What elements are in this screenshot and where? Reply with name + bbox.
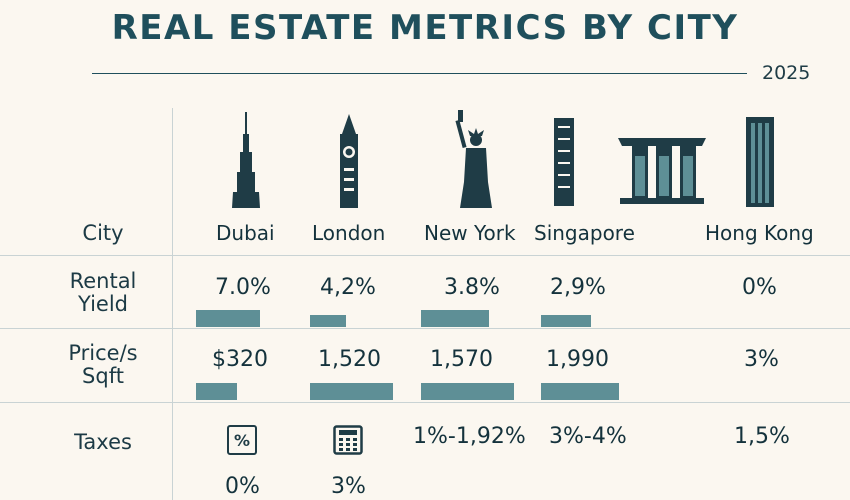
city-name-london: London [312, 221, 386, 245]
percent-icon: % [227, 425, 257, 455]
row-label-price: Price/s Sqft [43, 342, 163, 388]
price-london: 1,520 [318, 347, 381, 372]
singapore-tower-icon [552, 118, 576, 206]
burj-khalifa-icon [228, 112, 264, 208]
taxes-singapore: 3%-4% [549, 424, 627, 449]
marina-bay-sands-icon [618, 136, 708, 206]
price-bar-singapore [541, 383, 619, 400]
rental-yield-bar-dubai [196, 310, 260, 327]
title-divider [92, 73, 747, 74]
price-hong-kong: 3% [744, 347, 779, 372]
rental-yield-new-york: 3.8% [444, 275, 500, 300]
rental-yield-bar-new-york [421, 310, 489, 327]
row-label-line: Price/s [68, 341, 138, 365]
row-label-line: Rental [69, 269, 137, 293]
row-label-rental-yield: Rental Yield [43, 270, 163, 316]
row-label-line: Yield [78, 292, 128, 316]
row-label-taxes: Taxes [74, 430, 132, 454]
city-name-singapore: Singapore [534, 221, 635, 245]
rental-yield-dubai: 7.0% [215, 275, 271, 300]
row-label-city: City [82, 221, 124, 245]
rental-yield-bar-london [310, 315, 346, 327]
hong-kong-tower-icon [744, 117, 776, 207]
big-ben-icon [334, 114, 364, 208]
row-divider [0, 255, 850, 256]
city-name-new-york: New York [424, 221, 516, 245]
price-bar-new-york [421, 383, 514, 400]
page-title: REAL ESTATE METRICS BY CITY [111, 8, 739, 48]
rental-yield-london: 4,2% [320, 275, 376, 300]
taxes-hong-kong: 1,5% [734, 424, 790, 449]
taxes-new-york: 1%-1,92% [413, 424, 526, 449]
rental-yield-bar-singapore [541, 315, 591, 327]
row-divider [0, 402, 850, 403]
calculator-icon [333, 425, 363, 459]
row-divider [0, 328, 850, 329]
row-label-line: Sqft [82, 364, 124, 388]
rental-yield-singapore: 2,9% [550, 275, 606, 300]
price-singapore: 1,990 [546, 347, 609, 372]
city-name-dubai: Dubai [216, 221, 275, 245]
statue-of-liberty-icon [452, 110, 500, 208]
taxes-dubai: 0% [225, 474, 260, 499]
rental-yield-hong-kong: 0% [742, 275, 777, 300]
city-name-hong-kong: Hong Kong [705, 221, 814, 245]
taxes-london: 3% [331, 474, 366, 499]
year-label: 2025 [762, 62, 811, 84]
price-dubai: $320 [212, 347, 268, 372]
column-divider [172, 108, 173, 500]
price-bar-london [310, 383, 393, 400]
price-new-york: 1,570 [430, 347, 493, 372]
price-bar-dubai [196, 383, 237, 400]
